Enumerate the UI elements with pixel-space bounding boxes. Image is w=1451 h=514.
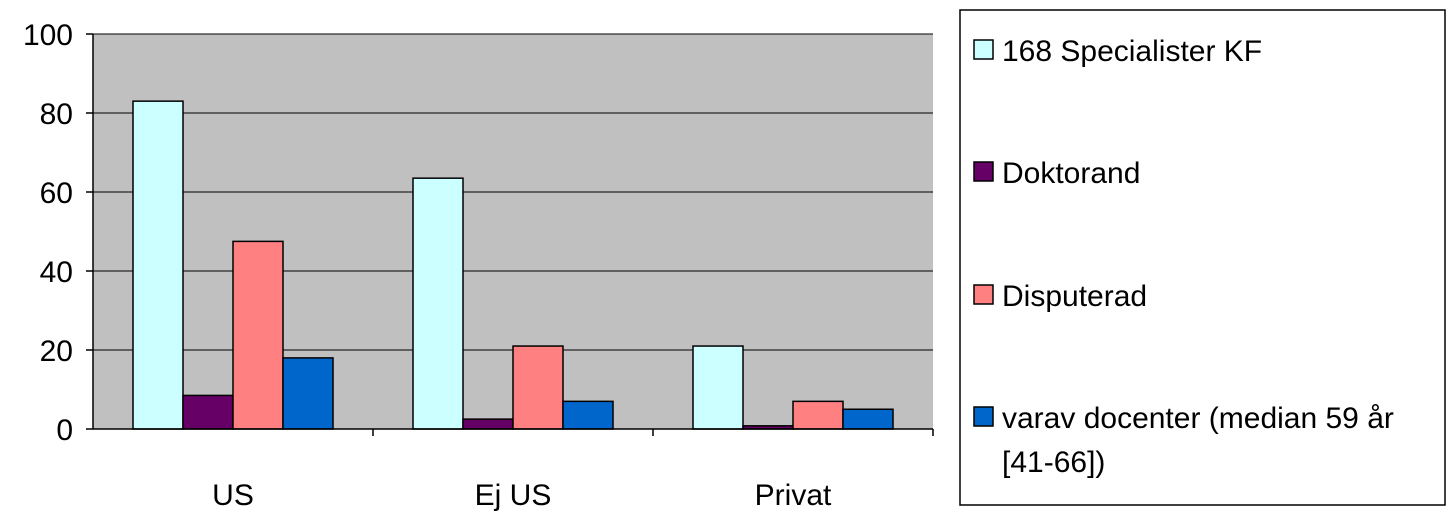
legend-swatch	[973, 161, 994, 182]
x-tick-label: Privat	[755, 479, 832, 512]
legend: 168 Specialister KF Doktorand Disputerad va…	[959, 9, 1446, 506]
axes	[86, 33, 934, 436]
bars	[132, 100, 894, 430]
y-tick-label: 40	[40, 256, 73, 289]
legend-swatch	[973, 406, 994, 427]
bar	[132, 100, 184, 430]
y-tick-labels: 0 20 40 60 80 100	[23, 19, 73, 447]
bar	[182, 394, 234, 430]
x-tick-labels: US Ej US Privat	[212, 479, 832, 512]
legend-label: [41-66])	[1002, 446, 1105, 479]
bar	[412, 177, 464, 430]
y-tick-label: 80	[40, 98, 73, 131]
y-tick-label: 100	[23, 19, 73, 52]
y-tick-label: 20	[40, 335, 73, 368]
y-tick-label: 0	[56, 414, 73, 447]
legend-label: varav docenter (median 59 år	[1002, 402, 1394, 435]
x-tick-label: US	[212, 479, 254, 512]
bar	[512, 345, 564, 430]
bar	[692, 345, 744, 430]
bar	[792, 400, 844, 430]
legend-box	[959, 9, 1446, 506]
x-tick-label: Ej US	[475, 479, 552, 512]
bar	[562, 400, 614, 430]
legend-label: Disputerad	[1002, 280, 1147, 313]
bar	[842, 408, 894, 430]
legend-swatch	[973, 39, 994, 60]
bar	[282, 357, 334, 430]
legend-label: 168 Specialister KF	[1002, 35, 1262, 68]
legend-label: Doktorand	[1002, 157, 1140, 190]
bar	[232, 240, 284, 430]
legend-swatch	[973, 284, 994, 305]
y-tick-label: 60	[40, 177, 73, 210]
bar	[462, 418, 514, 430]
